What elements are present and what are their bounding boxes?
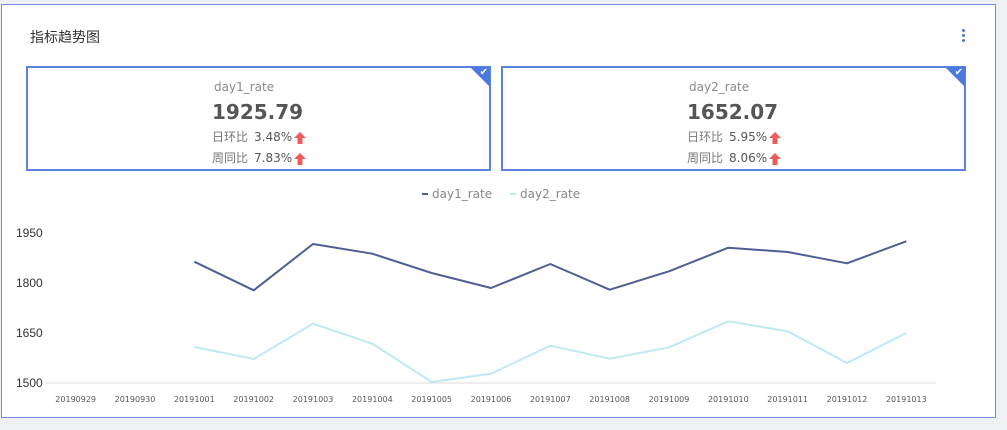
x-tick-label: 20191013 <box>886 395 927 404</box>
y-tick-label: 1500 <box>16 376 43 390</box>
kpi-row-pct: 8.06% <box>729 151 768 165</box>
trend-line-chart: 1500 1650 1800 1950 20190929 20190930 20191001… <box>16 187 936 404</box>
x-tick-label: 20191007 <box>530 395 571 404</box>
kpi-card-day1[interactable]: ✔ day1_rate 1925.79 日环比 3.48% 周同比 7.83% <box>26 66 491 171</box>
kpi-value: 1652.07 <box>687 100 779 124</box>
kpi-row-label: 日环比 <box>687 130 724 144</box>
arrow-up-icon <box>294 131 307 144</box>
check-icon: ✔ <box>479 67 488 78</box>
kpi-row-pct: 5.95% <box>729 130 768 144</box>
kpi-row-label: 周同比 <box>687 151 724 165</box>
kpi-wow-row: 周同比 7.83% <box>212 148 307 168</box>
x-tick-label: 20191009 <box>649 395 690 404</box>
series-line-day1-rate <box>193 240 907 292</box>
kpi-dod-row: 日环比 5.95% <box>687 127 782 147</box>
x-tick-label: 20191010 <box>708 395 749 404</box>
x-tick-label: 20191008 <box>589 395 630 404</box>
selected-corner-icon <box>470 67 490 87</box>
kpi-row-pct: 3.48% <box>254 130 293 144</box>
y-tick-label: 1800 <box>16 276 43 290</box>
selected-corner-icon <box>945 67 965 87</box>
x-tick-label: 20191011 <box>767 395 808 404</box>
x-tick-label: 20191001 <box>174 395 215 404</box>
kpi-name: day1_rate <box>214 80 275 94</box>
kpi-row-label: 日环比 <box>212 130 249 144</box>
x-tick-label: 20190929 <box>55 395 96 404</box>
y-tick-label: 1950 <box>16 226 43 240</box>
x-tick-label: 20190930 <box>115 395 156 404</box>
x-tick-label: 20191002 <box>233 395 274 404</box>
x-tick-label: 20191005 <box>411 395 452 404</box>
arrow-up-icon <box>769 152 782 165</box>
kpi-value: 1925.79 <box>212 100 304 124</box>
legend-label: day1_rate <box>432 187 492 201</box>
check-icon: ✔ <box>954 67 963 78</box>
trend-panel: 指标趋势图 ✔ day1_rate 1925.79 日环比 3.48% 周同比 7.… <box>1 4 996 418</box>
x-tick-label: 20191003 <box>293 395 334 404</box>
panel-title: 指标趋势图 <box>30 30 100 46</box>
kpi-row-pct: 7.83% <box>254 151 293 165</box>
arrow-up-icon <box>769 131 782 144</box>
kpi-row-label: 周同比 <box>212 151 249 165</box>
kpi-name: day2_rate <box>689 80 750 94</box>
y-tick-label: 1650 <box>16 326 43 340</box>
legend-label: day2_rate <box>520 187 580 201</box>
x-tick-label: 20191012 <box>827 395 868 404</box>
x-tick-label: 20191004 <box>352 395 393 404</box>
kpi-wow-row: 周同比 8.06% <box>687 148 782 168</box>
kpi-card-day2[interactable]: ✔ day2_rate 1652.07 日环比 5.95% 周同比 8.06% <box>501 66 966 171</box>
series-line-day2-rate <box>194 320 907 383</box>
arrow-up-icon <box>294 152 307 165</box>
more-options-icon[interactable] <box>959 27 969 45</box>
kpi-dod-row: 日环比 3.48% <box>212 127 307 147</box>
x-tick-label: 20191006 <box>471 395 512 404</box>
